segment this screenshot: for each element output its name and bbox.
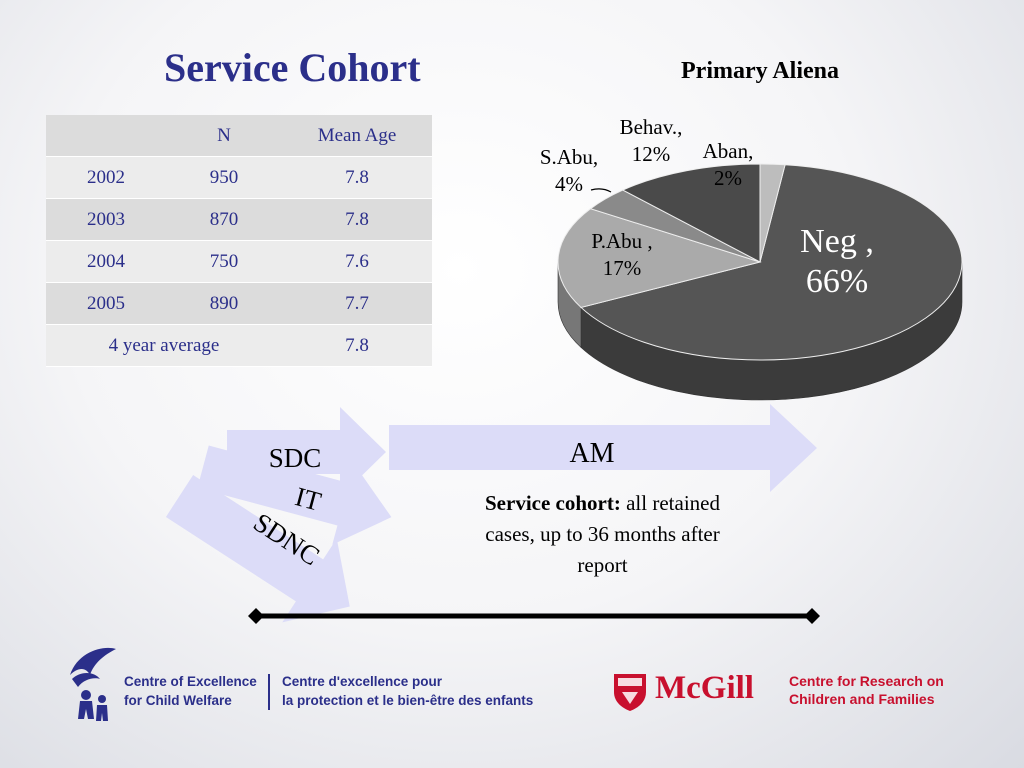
slice-name-behav: Behav., bbox=[619, 115, 683, 139]
description-bold: Service cohort: bbox=[485, 491, 621, 515]
timeline-end-marker bbox=[804, 608, 820, 624]
chart-title: Primary Aliena bbox=[681, 58, 839, 84]
cep-line1: Centre d'excellence pour bbox=[282, 674, 443, 689]
table-cell-age: 7.7 bbox=[345, 292, 369, 314]
table-row: 2004 750 7.6 bbox=[46, 240, 432, 283]
slice-label-sabu: S.Abu, 4% bbox=[524, 144, 614, 198]
table-cell-year: 2003 bbox=[87, 208, 125, 230]
pie-slice bbox=[621, 163, 761, 263]
pie-slice bbox=[557, 208, 762, 308]
table-cell-n: 950 bbox=[209, 166, 239, 188]
slice-name-sabu: S.Abu, bbox=[539, 145, 599, 169]
cohort-diagram: SDC IT SDNC AM bbox=[165, 404, 820, 624]
slice-label-pabu: P.Abu , 17% bbox=[572, 228, 672, 282]
table-cell-age: 7.8 bbox=[345, 208, 369, 230]
table-header-mean-age: Mean Age bbox=[317, 124, 397, 146]
pie-slice bbox=[580, 164, 963, 361]
mcgill-crest-icon bbox=[614, 674, 646, 711]
crcf-line1: Centre for Research on bbox=[789, 673, 944, 689]
description-text: all retained cases, up to 36 months afte… bbox=[485, 491, 720, 577]
slice-label-neg: Neg , 66% bbox=[782, 222, 892, 302]
slice-name-aban: Aban, bbox=[702, 139, 754, 163]
table-cell-age: 7.8 bbox=[345, 166, 369, 188]
sdc-arrow bbox=[227, 407, 386, 497]
table-header-row: N Mean Age bbox=[46, 115, 432, 157]
slice-pct-sabu: 4% bbox=[555, 172, 583, 196]
coe-name: Centre of Excellence for Child Welfare bbox=[124, 672, 257, 710]
table-cell-n: 870 bbox=[209, 208, 239, 230]
slice-label-behav: Behav., 12% bbox=[606, 114, 696, 168]
slice-pct-neg: 66% bbox=[805, 263, 869, 300]
pie-chart: Primary Aliena bbox=[557, 58, 963, 401]
pie-top-faces bbox=[557, 163, 963, 361]
mcgill-wordmark: McGill bbox=[655, 670, 754, 706]
table-row: 2003 870 7.8 bbox=[46, 198, 432, 241]
table-header-n: N bbox=[217, 124, 231, 146]
table-row: 2005 890 7.7 bbox=[46, 282, 432, 325]
am-arrow bbox=[389, 404, 817, 492]
service-cohort-description: Service cohort: all retained cases, up t… bbox=[470, 488, 735, 581]
slice-name-pabu: P.Abu , bbox=[591, 229, 653, 253]
slice-name-neg: Neg , bbox=[800, 223, 874, 260]
am-label: AM bbox=[569, 438, 614, 469]
crcf-line2: Children and Families bbox=[789, 691, 935, 707]
coe-logo-icon bbox=[70, 647, 116, 721]
sdc-label: SDC bbox=[269, 443, 322, 473]
table-cell-age: 7.6 bbox=[345, 250, 369, 272]
table-cell-n: 750 bbox=[209, 250, 239, 272]
slice-pct-behav: 12% bbox=[631, 142, 671, 166]
table-average-label: 4 year average bbox=[108, 334, 220, 356]
slide-title: Service Cohort bbox=[164, 45, 421, 90]
table-row: 2002 950 7.8 bbox=[46, 156, 432, 199]
crcf-name: Centre for Research on Children and Fami… bbox=[789, 672, 944, 708]
table-average-age: 7.8 bbox=[345, 334, 369, 356]
cohort-table: N Mean Age 2002 950 7.8 2003 870 7.8 200… bbox=[46, 115, 432, 367]
slice-label-aban: Aban, 2% bbox=[688, 138, 768, 192]
sdnc-arrow bbox=[165, 475, 350, 623]
table-average-row: 4 year average 7.8 bbox=[46, 324, 432, 367]
coe-line1: Centre of Excellence bbox=[124, 674, 257, 689]
table-cell-year: 2005 bbox=[87, 292, 125, 314]
footer-divider bbox=[268, 674, 270, 710]
table-cell-n: 890 bbox=[209, 292, 239, 314]
table-cell-year: 2002 bbox=[87, 166, 125, 188]
cep-name: Centre d'excellence pour la protection e… bbox=[282, 672, 533, 710]
table-cell-year: 2004 bbox=[87, 250, 125, 272]
leader-line bbox=[590, 188, 612, 193]
slice-pct-aban: 2% bbox=[714, 166, 742, 190]
slice-pct-pabu: 17% bbox=[602, 256, 642, 280]
timeline-start-marker bbox=[248, 608, 264, 624]
pie-slice bbox=[759, 163, 786, 263]
cep-line2: la protection et le bien-être des enfant… bbox=[282, 693, 534, 708]
coe-line2: for Child Welfare bbox=[124, 693, 232, 708]
